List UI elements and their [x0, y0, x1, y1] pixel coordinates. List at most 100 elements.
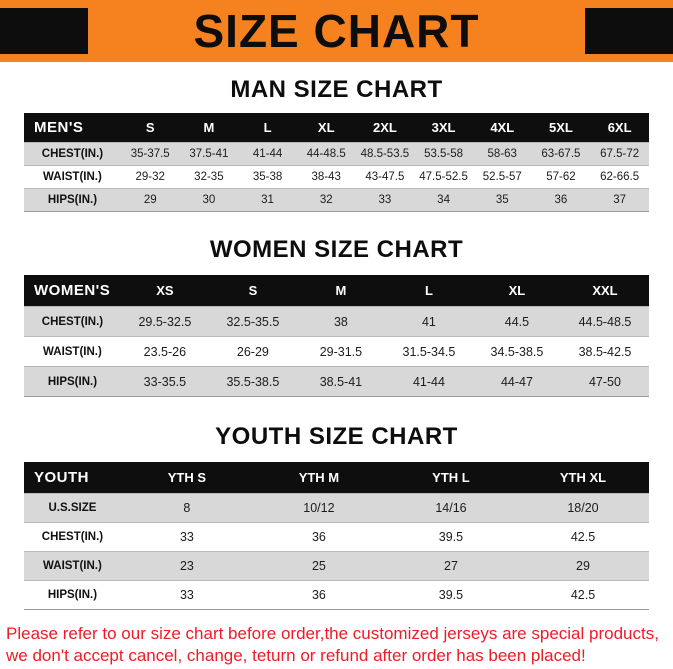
row-label: CHEST(IN.)	[24, 522, 121, 552]
table-row: HIPS(IN.) 33 36 39.5 42.5	[24, 580, 649, 610]
order-notice-line-2: we don't accept cancel, change, teturn o…	[6, 646, 586, 666]
cell-value: 33-35.5	[120, 366, 209, 397]
column-header: XS	[120, 275, 209, 307]
cell-value: 63-67.5	[531, 142, 591, 166]
column-header: 2XL	[355, 113, 415, 143]
cell-value: 31	[238, 188, 297, 212]
cell-value: 53.5-58	[414, 142, 473, 166]
cell-value: 38.5-41	[296, 366, 385, 397]
column-header: XL	[472, 275, 561, 307]
column-header: M	[179, 113, 239, 143]
cell-value: 67.5-72	[590, 142, 649, 166]
column-header: L	[384, 275, 473, 307]
cell-value: 35-37.5	[120, 142, 180, 166]
row-label: CHEST(IN.)	[24, 306, 121, 337]
banner-right-black-block	[585, 8, 673, 54]
cell-value: 23	[120, 551, 253, 581]
cell-value: 29-31.5	[296, 336, 385, 367]
youth-size-table: YOUTH YTH S YTH M YTH L YTH XL U.S.SIZE 8 10/12…	[24, 462, 649, 610]
cell-value: 58-63	[472, 142, 532, 166]
cell-value: 43-47.5	[355, 165, 415, 189]
column-header: S	[208, 275, 297, 307]
size-chart-banner: SIZE CHART	[0, 0, 673, 62]
cell-value: 44.5	[472, 306, 561, 337]
table-corner-label: YOUTH	[24, 462, 121, 494]
cell-value: 36	[531, 188, 591, 212]
table-corner-label: WOMEN'S	[24, 275, 121, 307]
cell-value: 38.5-42.5	[560, 336, 649, 367]
table-row: HIPS(IN.) 33-35.5 35.5-38.5 38.5-41 41-44 44-…	[24, 366, 649, 397]
row-label: CHEST(IN.)	[24, 142, 121, 166]
row-label: WAIST(IN.)	[24, 551, 121, 581]
cell-value: 29-32	[120, 165, 180, 189]
cell-value: 14/16	[384, 493, 517, 523]
row-label: HIPS(IN.)	[24, 580, 121, 610]
cell-value: 38-43	[296, 165, 356, 189]
cell-value: 10/12	[252, 493, 385, 523]
cell-value: 34.5-38.5	[472, 336, 561, 367]
cell-value: 35.5-38.5	[208, 366, 297, 397]
column-header: 3XL	[414, 113, 473, 143]
column-header: YTH M	[252, 462, 385, 494]
cell-value: 35	[472, 188, 532, 212]
cell-value: 18/20	[516, 493, 649, 523]
cell-value: 47-50	[560, 366, 649, 397]
man-size-chart-heading: MAN SIZE CHART	[230, 76, 443, 103]
cell-value: 32-35	[179, 165, 239, 189]
column-header: YTH L	[384, 462, 517, 494]
header-row: YOUTH YTH S YTH M YTH L YTH XL	[24, 462, 649, 494]
cell-value: 26-29	[208, 336, 297, 367]
youth-size-chart-heading: YOUTH SIZE CHART	[215, 423, 458, 450]
column-header: 5XL	[531, 113, 591, 143]
cell-value: 36	[252, 580, 385, 610]
cell-value: 38	[296, 306, 385, 337]
cell-value: 37	[590, 188, 649, 212]
cell-value: 36	[252, 522, 385, 552]
column-header: S	[120, 113, 180, 143]
man-size-table: MEN'S S M L XL 2XL 3XL 4XL 5XL 6XL CHEST(IN.) 35-37…	[24, 113, 649, 212]
cell-value: 42.5	[516, 580, 649, 610]
order-notice: Please refer to our size chart before or…	[6, 623, 669, 668]
column-header: XXL	[560, 275, 649, 307]
cell-value: 44-48.5	[296, 142, 356, 166]
column-header: L	[238, 113, 297, 143]
row-label: WAIST(IN.)	[24, 336, 121, 367]
cell-value: 41	[384, 306, 473, 337]
women-size-chart-heading: WOMEN SIZE CHART	[209, 236, 464, 263]
cell-value: 29.5-32.5	[120, 306, 209, 337]
row-label: WAIST(IN.)	[24, 165, 121, 189]
table-row: WAIST(IN.) 29-32 32-35 35-38 38-43 43-47.5 47.…	[24, 165, 649, 189]
cell-value: 57-62	[531, 165, 591, 189]
table-row: CHEST(IN.) 35-37.5 37.5-41 41-44 44-48.5 48.5…	[24, 142, 649, 166]
column-header: M	[296, 275, 385, 307]
header-row: MEN'S S M L XL 2XL 3XL 4XL 5XL 6XL	[24, 113, 649, 143]
row-label: HIPS(IN.)	[24, 188, 121, 212]
women-size-chart-section: WOMEN SIZE CHART WOMEN'S XS S M L XL XXL CHEST(…	[0, 236, 673, 397]
row-label: HIPS(IN.)	[24, 366, 121, 397]
cell-value: 37.5-41	[179, 142, 239, 166]
table-corner-label: MEN'S	[24, 113, 121, 143]
cell-value: 44-47	[472, 366, 561, 397]
cell-value: 41-44	[384, 366, 473, 397]
cell-value: 31.5-34.5	[384, 336, 473, 367]
cell-value: 32	[296, 188, 356, 212]
cell-value: 33	[120, 580, 253, 610]
column-header: YTH XL	[516, 462, 649, 494]
column-header: 4XL	[472, 113, 532, 143]
cell-value: 48.5-53.5	[355, 142, 415, 166]
cell-value: 33	[120, 522, 253, 552]
cell-value: 25	[252, 551, 385, 581]
cell-value: 35-38	[238, 165, 297, 189]
table-row: U.S.SIZE 8 10/12 14/16 18/20	[24, 493, 649, 523]
cell-value: 42.5	[516, 522, 649, 552]
cell-value: 47.5-52.5	[414, 165, 473, 189]
cell-value: 32.5-35.5	[208, 306, 297, 337]
column-header: XL	[296, 113, 356, 143]
cell-value: 27	[384, 551, 517, 581]
order-notice-line-1: Please refer to our size chart before or…	[6, 624, 659, 643]
table-row: WAIST(IN.) 23.5-26 26-29 29-31.5 31.5-34.5 34…	[24, 336, 649, 367]
table-row: CHEST(IN.) 33 36 39.5 42.5	[24, 522, 649, 552]
banner-title: SIZE CHART	[193, 5, 480, 57]
youth-size-chart-section: YOUTH SIZE CHART YOUTH YTH S YTH M YTH L YTH…	[0, 423, 673, 610]
column-header: YTH S	[120, 462, 253, 494]
